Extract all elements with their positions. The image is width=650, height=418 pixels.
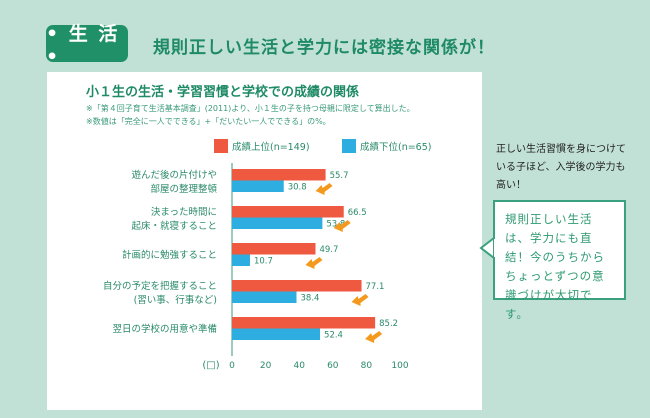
category-label: 決まった時間に bbox=[151, 206, 217, 218]
bar-lower bbox=[232, 291, 297, 303]
legend-swatch bbox=[214, 139, 228, 153]
bar-upper bbox=[232, 317, 376, 329]
arrow-icon bbox=[305, 257, 323, 269]
category-label: 翌日の学校の用意や準備 bbox=[112, 323, 217, 335]
data-label: 85.2 bbox=[379, 319, 398, 329]
data-label: 49.7 bbox=[319, 245, 338, 255]
x-tick-label: 100 bbox=[391, 361, 408, 371]
legend-swatch bbox=[342, 139, 356, 153]
legend-label: 成績下位(n=65) bbox=[360, 142, 432, 153]
data-label: 38.4 bbox=[301, 294, 320, 304]
chart-note: ※数値は「完全に一人でできる」+「だいたい一人でできる」の%。 bbox=[86, 117, 331, 126]
section-badge: • 生 活 • bbox=[46, 23, 128, 68]
data-label: 30.8 bbox=[288, 183, 307, 193]
chart-note: ※「第４回子育て生活基本調査」(2011)より、小１生の子を持つ母親に限定して算… bbox=[86, 104, 415, 113]
bar-upper bbox=[232, 280, 362, 292]
unit-label: (□) bbox=[202, 360, 219, 371]
category-label: 起床・就寝すること bbox=[131, 220, 217, 232]
legend-lower: 成績下位(n=65) bbox=[342, 139, 431, 153]
data-label: 77.1 bbox=[366, 282, 385, 292]
data-label: 66.5 bbox=[348, 208, 367, 218]
category-label: 遊んだ後の片付けや bbox=[131, 169, 217, 181]
bar-lower bbox=[232, 328, 321, 340]
side-text: 正しい生活習慣を身につけている子ほど、入学後の学力も高い！ bbox=[496, 144, 626, 191]
category-label: 自分の予定を把握すること bbox=[103, 280, 217, 292]
x-tick-label: 60 bbox=[327, 361, 339, 371]
x-tick-label: 0 bbox=[229, 361, 235, 371]
data-label: 53.8 bbox=[326, 220, 345, 230]
bar-upper bbox=[232, 243, 316, 255]
category-label: 部屋の整理整頓 bbox=[150, 183, 217, 195]
bar-upper bbox=[232, 169, 326, 181]
headline: 規則正しい生活と学力には密接な関係が！ bbox=[153, 38, 495, 58]
data-label: 10.7 bbox=[254, 257, 273, 267]
arrow-icon bbox=[333, 220, 351, 232]
arrow-icon bbox=[351, 294, 369, 306]
data-label: 52.4 bbox=[324, 331, 343, 341]
x-tick-label: 20 bbox=[260, 361, 272, 371]
bar-upper bbox=[232, 206, 344, 218]
arrow-icon bbox=[315, 183, 333, 195]
legend-upper: 成績上位(n=149) bbox=[214, 139, 310, 153]
category-label: 計画的に勉強すること bbox=[122, 249, 217, 261]
callout-box: 規則正しい生活は、学力にも直結！今のうちからちょっとずつの意識づけが大切です。 bbox=[493, 200, 626, 321]
legend-label: 成績上位(n=149) bbox=[232, 142, 310, 153]
bar-lower bbox=[232, 254, 250, 266]
category-label: (習い事、行事など) bbox=[134, 294, 217, 306]
chart-panel bbox=[47, 72, 482, 410]
bar-lower bbox=[232, 180, 284, 192]
chart-title: 小１生の生活・学習習慣と学校での成績の関係 bbox=[86, 85, 360, 100]
data-label: 55.7 bbox=[330, 171, 349, 181]
arrow-icon bbox=[365, 331, 383, 343]
x-tick-label: 40 bbox=[293, 361, 305, 371]
bar-lower bbox=[232, 217, 323, 229]
x-tick-label: 80 bbox=[361, 361, 373, 371]
